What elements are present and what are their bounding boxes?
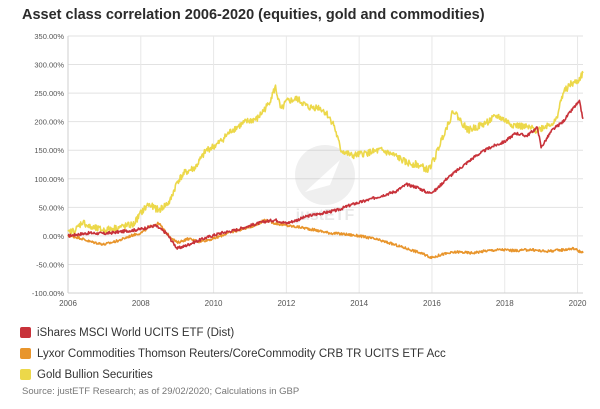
watermark-text: justETF xyxy=(295,207,355,224)
legend-label: Lyxor Commodities Thomson Reuters/CoreCo… xyxy=(37,347,446,360)
series-lines xyxy=(67,70,584,260)
legend-swatch-yellow xyxy=(20,369,31,380)
y-tick-label: 0.00% xyxy=(43,232,65,241)
legend-label: Gold Bullion Securities xyxy=(37,368,153,381)
chart-title: Asset class correlation 2006-2020 (equit… xyxy=(22,7,485,23)
legend-item-gold[interactable]: Gold Bullion Securities xyxy=(20,364,446,385)
x-tick-label: 2006 xyxy=(59,299,77,308)
y-tick-label: 250.00% xyxy=(34,89,64,98)
grid xyxy=(67,35,583,294)
x-tick-label: 2016 xyxy=(423,299,441,308)
legend-item-msci-world[interactable]: iShares MSCI World UCITS ETF (Dist) xyxy=(20,322,446,343)
legend-swatch-red xyxy=(20,327,31,338)
y-tick-label: 300.00% xyxy=(34,61,64,70)
x-tick-label: 2018 xyxy=(496,299,514,308)
series-line xyxy=(67,218,584,260)
series-line xyxy=(67,70,584,236)
series-line xyxy=(67,99,584,250)
source-note: Source: justETF Research; as of 29/02/20… xyxy=(22,386,300,397)
x-tick-label: 2014 xyxy=(350,299,368,308)
x-tick-label: 2012 xyxy=(277,299,295,308)
y-tick-label: -100.00% xyxy=(32,289,64,298)
y-tick-label: 350.00% xyxy=(34,32,64,41)
legend-item-commodities[interactable]: Lyxor Commodities Thomson Reuters/CoreCo… xyxy=(20,343,446,364)
x-tick-label: 2010 xyxy=(205,299,223,308)
line-chart: justETF -100.00% -50.00% 0.00% 50.00% 100.00… xyxy=(32,32,587,308)
legend: iShares MSCI World UCITS ETF (Dist) Lyxo… xyxy=(20,322,446,385)
y-tick-label: -50.00% xyxy=(36,260,64,269)
x-tick-label: 2020 xyxy=(569,299,587,308)
watermark-logo: justETF xyxy=(295,145,355,224)
y-tick-label: 50.00% xyxy=(39,203,65,212)
watermark-arrow xyxy=(305,160,340,192)
legend-label: iShares MSCI World UCITS ETF (Dist) xyxy=(37,326,235,339)
y-tick-label: 100.00% xyxy=(34,175,64,184)
x-tick-label: 2008 xyxy=(132,299,150,308)
legend-swatch-orange xyxy=(20,348,31,359)
y-tick-label: 150.00% xyxy=(34,146,64,155)
axis-labels: -100.00% -50.00% 0.00% 50.00% 100.00% 150.00%… xyxy=(32,32,587,308)
watermark-circle xyxy=(295,145,355,205)
y-tick-label: 200.00% xyxy=(34,118,64,127)
